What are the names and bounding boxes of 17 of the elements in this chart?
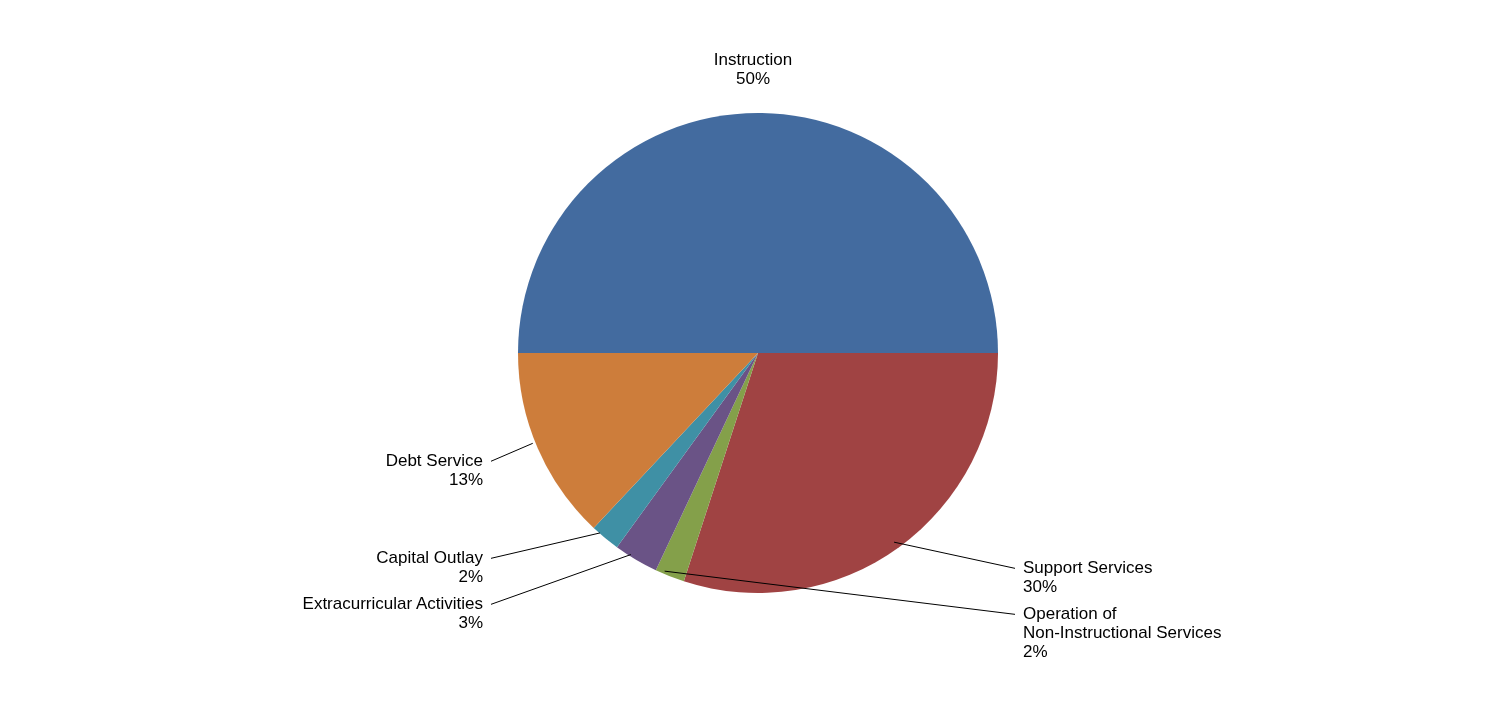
slice-label: Operation of Non-Instructional Services	[1023, 604, 1222, 643]
slice-label: Instruction	[713, 50, 793, 69]
slice-label: Extracurricular Activities	[302, 594, 483, 614]
slice-label: Support Services	[1023, 558, 1153, 578]
slice-label: Debt Service	[385, 451, 483, 471]
data-label: 3%	[458, 613, 483, 633]
data-label: 2%	[1023, 642, 1048, 662]
pie-slice	[518, 113, 998, 353]
pie-slice	[655, 353, 758, 582]
pie-slice	[683, 353, 998, 593]
data-label: 50%	[735, 69, 771, 88]
data-label: 30%	[1023, 577, 1058, 597]
pie-slice	[518, 353, 758, 528]
slice-label: Capital Outlay	[376, 548, 484, 568]
data-label: 13%	[448, 470, 483, 490]
pie-slice	[616, 353, 758, 571]
data-label: 2%	[458, 567, 483, 587]
